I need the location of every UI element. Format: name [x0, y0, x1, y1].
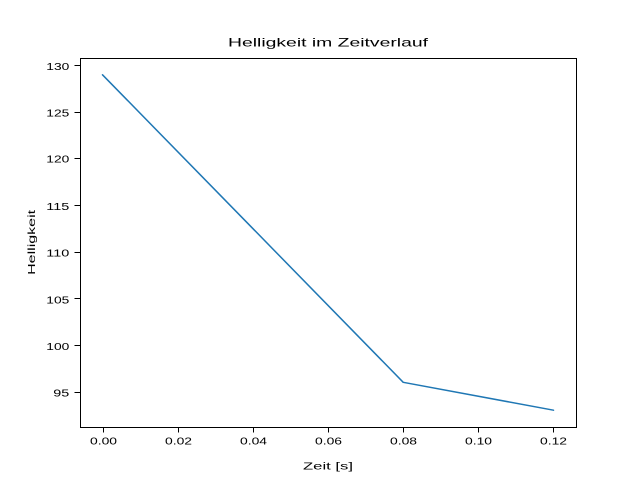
- svg-text:0.08: 0.08: [390, 437, 418, 448]
- svg-text:115: 115: [46, 202, 70, 213]
- svg-text:130: 130: [46, 62, 70, 73]
- svg-text:110: 110: [46, 249, 70, 260]
- svg-text:Helligkeit im Zeitverlauf: Helligkeit im Zeitverlauf: [228, 36, 429, 50]
- svg-text:Zeit [s]: Zeit [s]: [303, 462, 353, 473]
- svg-text:Helligkeit: Helligkeit: [27, 210, 38, 275]
- svg-text:125: 125: [46, 109, 70, 120]
- svg-text:0.04: 0.04: [240, 437, 268, 448]
- svg-text:0.10: 0.10: [465, 437, 493, 448]
- svg-text:120: 120: [46, 154, 70, 165]
- svg-text:0.06: 0.06: [315, 437, 343, 448]
- svg-text:95: 95: [53, 389, 70, 400]
- svg-text:100: 100: [46, 342, 70, 353]
- svg-text:0.12: 0.12: [540, 437, 568, 448]
- svg-text:0.02: 0.02: [165, 437, 193, 448]
- svg-text:105: 105: [46, 295, 70, 306]
- svg-text:0.00: 0.00: [90, 437, 118, 448]
